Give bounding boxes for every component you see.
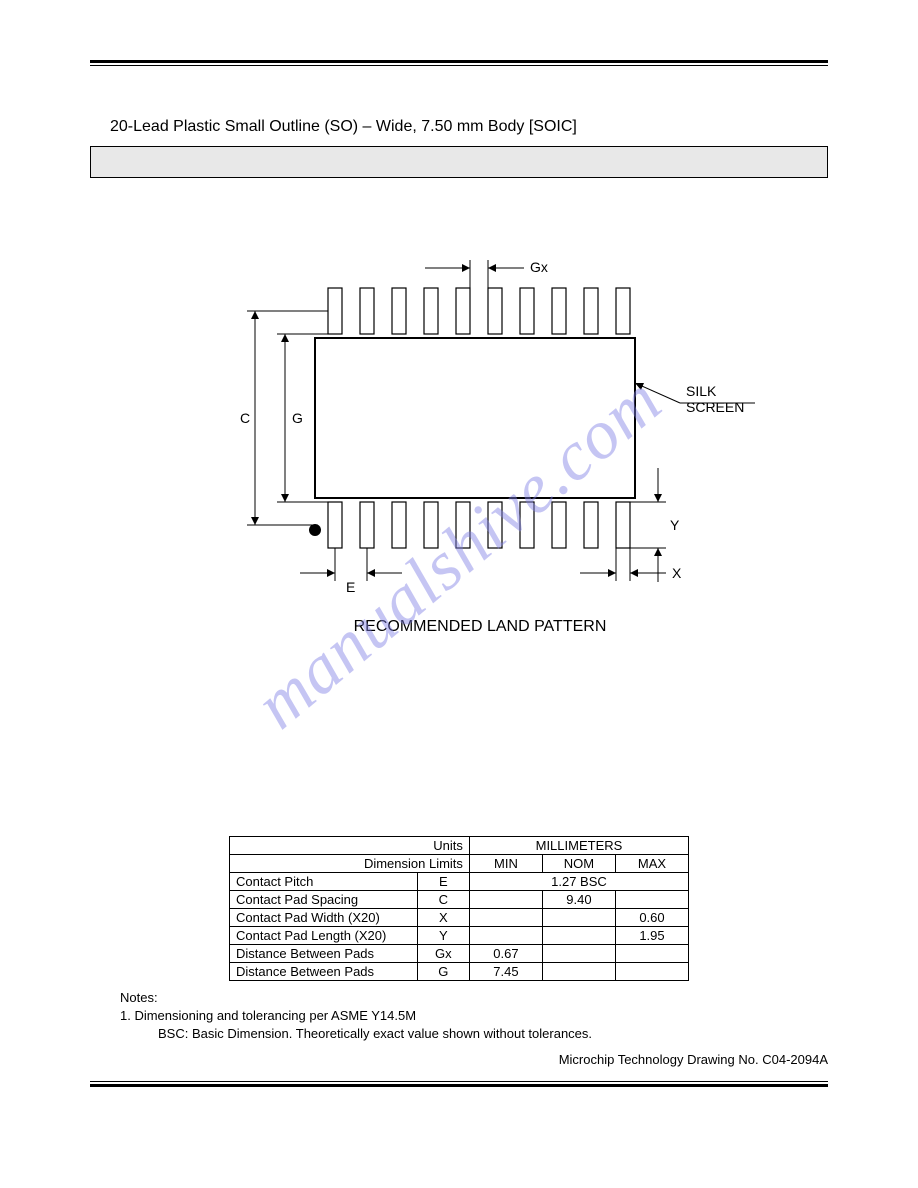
silk-callout: SILK SCREEN [635,383,755,415]
dim-x: X [580,548,682,581]
table-row: Distance Between PadsG7.45 [230,963,689,981]
silk-label-2: SCREEN [686,399,744,415]
gray-bar [90,146,828,178]
row-value: 0.67 [469,945,542,963]
dimlim-label: Dimension Limits [230,855,470,873]
drawing-number: Microchip Technology Drawing No. C04-209… [90,1052,828,1067]
gx-label: Gx [530,259,548,275]
table-row: Distance Between PadsGx0.67 [230,945,689,963]
row-value [469,891,542,909]
table-row: Contact Pad Width (X20)X 0.60 [230,909,689,927]
dim-e: E [300,548,402,595]
bottom-pads [328,502,630,548]
row-symbol: X [417,909,469,927]
diagram-caption: RECOMMENDED LAND PATTERN [200,618,760,636]
row-value [542,909,615,927]
notes-line1: 1. Dimensioning and tolerancing per ASME… [120,1007,828,1025]
pin1-marker [309,524,321,536]
col-min: MIN [469,855,542,873]
notes-line2: BSC: Basic Dimension. Theoretically exac… [158,1025,828,1043]
row-name: Contact Pad Width (X20) [230,909,418,927]
row-value [615,963,688,981]
row-symbol: Gx [417,945,469,963]
bottom-rule [90,1081,828,1087]
row-value [542,927,615,945]
row-symbol: G [417,963,469,981]
table-row: Contact Pad SpacingC 9.40 [230,891,689,909]
row-value [542,945,615,963]
notes-heading: Notes: [120,989,828,1007]
row-value: 0.60 [615,909,688,927]
table-row: Contact PitchE1.27 BSC [230,873,689,891]
e-label: E [346,579,355,595]
row-value: 1.95 [615,927,688,945]
row-symbol: C [417,891,469,909]
land-pattern-diagram: Gx C G [200,238,760,608]
units-label: Units [230,837,470,855]
page-title: 20-Lead Plastic Small Outline (SO) – Wid… [110,118,828,136]
dimension-table: Units MILLIMETERS Dimension Limits MIN N… [229,836,689,981]
y-label: Y [670,517,680,533]
c-label: C [240,410,250,426]
row-value [469,927,542,945]
x-label: X [672,565,682,581]
row-value [615,891,688,909]
top-rule [90,60,828,66]
g-label: G [292,410,303,426]
row-name: Contact Pad Spacing [230,891,418,909]
row-name: Distance Between Pads [230,945,418,963]
row-name: Distance Between Pads [230,963,418,981]
silk-body-rect [315,338,635,498]
row-value: 9.40 [542,891,615,909]
row-name: Contact Pad Length (X20) [230,927,418,945]
units-value: MILLIMETERS [469,837,688,855]
row-value: 1.27 BSC [469,873,688,891]
row-symbol: E [417,873,469,891]
top-pads [328,288,630,334]
row-symbol: Y [417,927,469,945]
row-value [469,909,542,927]
row-name: Contact Pitch [230,873,418,891]
dim-g: G [277,334,328,502]
silk-label-1: SILK [686,383,717,399]
table-row: Contact Pad Length (X20)Y 1.95 [230,927,689,945]
dim-gx: Gx [425,259,548,288]
col-max: MAX [615,855,688,873]
notes-block: Notes: 1. Dimensioning and tolerancing p… [120,989,828,1044]
row-value [542,963,615,981]
row-value [615,945,688,963]
row-value: 7.45 [469,963,542,981]
col-nom: NOM [542,855,615,873]
